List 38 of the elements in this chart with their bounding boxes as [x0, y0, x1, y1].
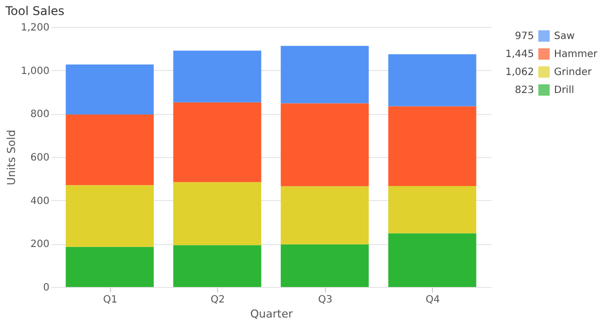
- text: 975: [514, 31, 534, 42]
- y-tick-label: 0: [43, 282, 50, 294]
- y-tick-label: 1,000: [20, 66, 50, 77]
- legend-label: Hammer: [554, 49, 598, 60]
- bar: [388, 186, 476, 234]
- bar: [173, 245, 262, 287]
- bar: [280, 244, 369, 287]
- x-tick-label: Q2: [210, 294, 225, 306]
- text: 823: [514, 85, 534, 96]
- y-tick-label: 200: [30, 239, 50, 250]
- y-axis-title: Units Sold: [4, 130, 18, 186]
- bar: [66, 114, 154, 186]
- bar: [388, 106, 476, 186]
- y-tick-label: 800: [30, 109, 50, 120]
- bar: [173, 50, 262, 102]
- legend-label: Saw: [554, 31, 575, 42]
- legend-label: Grinder: [554, 67, 592, 78]
- bar: [280, 46, 369, 104]
- text: 1,062: [505, 67, 534, 78]
- x-tick-label: Q1: [103, 294, 118, 306]
- x-axis-title: Quarter: [250, 308, 294, 320]
- chart-title: Tool Sales: [4, 4, 64, 18]
- bar: [280, 103, 369, 186]
- legend-label: Drill: [554, 85, 574, 96]
- bar: [66, 246, 154, 287]
- y-tick-label: 400: [30, 196, 50, 207]
- bar: [173, 182, 262, 246]
- bar: [66, 64, 154, 115]
- bar: [388, 233, 476, 287]
- bar: [173, 102, 262, 182]
- text: 1,445: [505, 49, 534, 60]
- y-tick-label: 1,200: [20, 22, 50, 34]
- y-tick-label: 600: [30, 152, 50, 164]
- x-tick-label: Q4: [426, 294, 440, 306]
- x-tick-label: Q3: [318, 294, 332, 306]
- bar: [280, 186, 369, 244]
- bar: [388, 54, 476, 106]
- bar: [66, 185, 154, 247]
